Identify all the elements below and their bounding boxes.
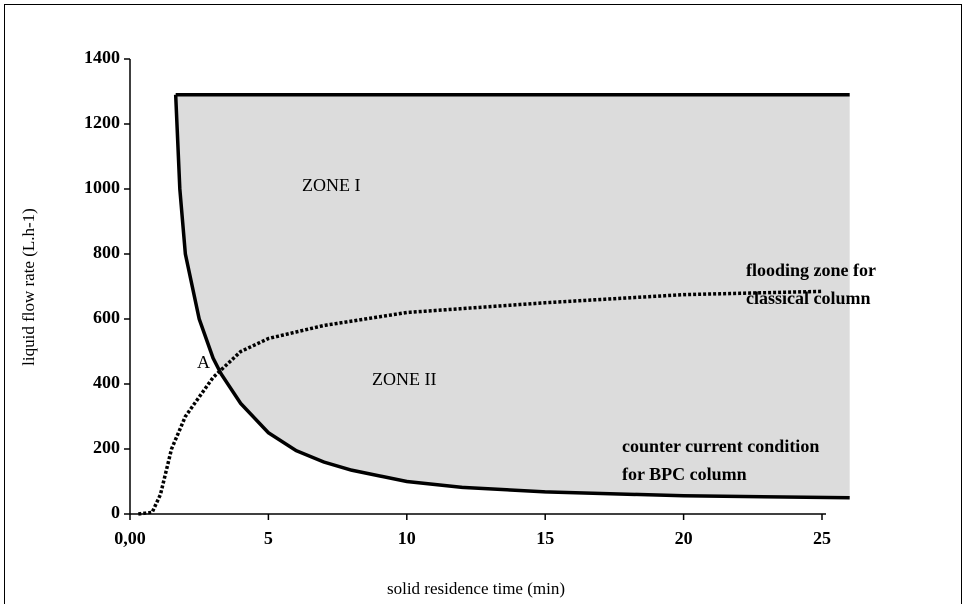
x-axis-label: solid residence time (min)	[387, 579, 565, 598]
y-tick-label: 400	[93, 372, 120, 392]
annotation: A	[197, 352, 210, 372]
y-tick-label: 800	[93, 242, 120, 262]
annotation: counter current condition	[622, 436, 819, 456]
x-tick-label: 15	[536, 528, 554, 548]
x-tick-label: 25	[813, 528, 831, 548]
annotation: for BPC column	[622, 464, 747, 484]
x-tick-label: 5	[264, 528, 273, 548]
dotted-line	[138, 289, 823, 516]
y-tick-label: 1000	[84, 177, 120, 197]
x-tick-label: 10	[398, 528, 416, 548]
y-tick-label: 1200	[84, 112, 120, 132]
annotation: classical column	[746, 288, 871, 308]
zone-fill	[175, 94, 850, 498]
y-tick-label: 200	[93, 437, 120, 457]
x-tick-label: 0,00	[114, 528, 146, 548]
y-tick-label: 1400	[84, 47, 120, 67]
y-axis-label: liquid flow rate (L.h-1)	[19, 208, 38, 366]
annotation: flooding zone for	[746, 260, 876, 280]
y-tick-label: 0	[111, 502, 120, 522]
annotation: ZONE II	[372, 369, 436, 389]
y-tick-label: 600	[93, 307, 120, 327]
x-tick-label: 20	[675, 528, 693, 548]
line	[173, 94, 850, 500]
annotation: ZONE I	[302, 175, 360, 195]
